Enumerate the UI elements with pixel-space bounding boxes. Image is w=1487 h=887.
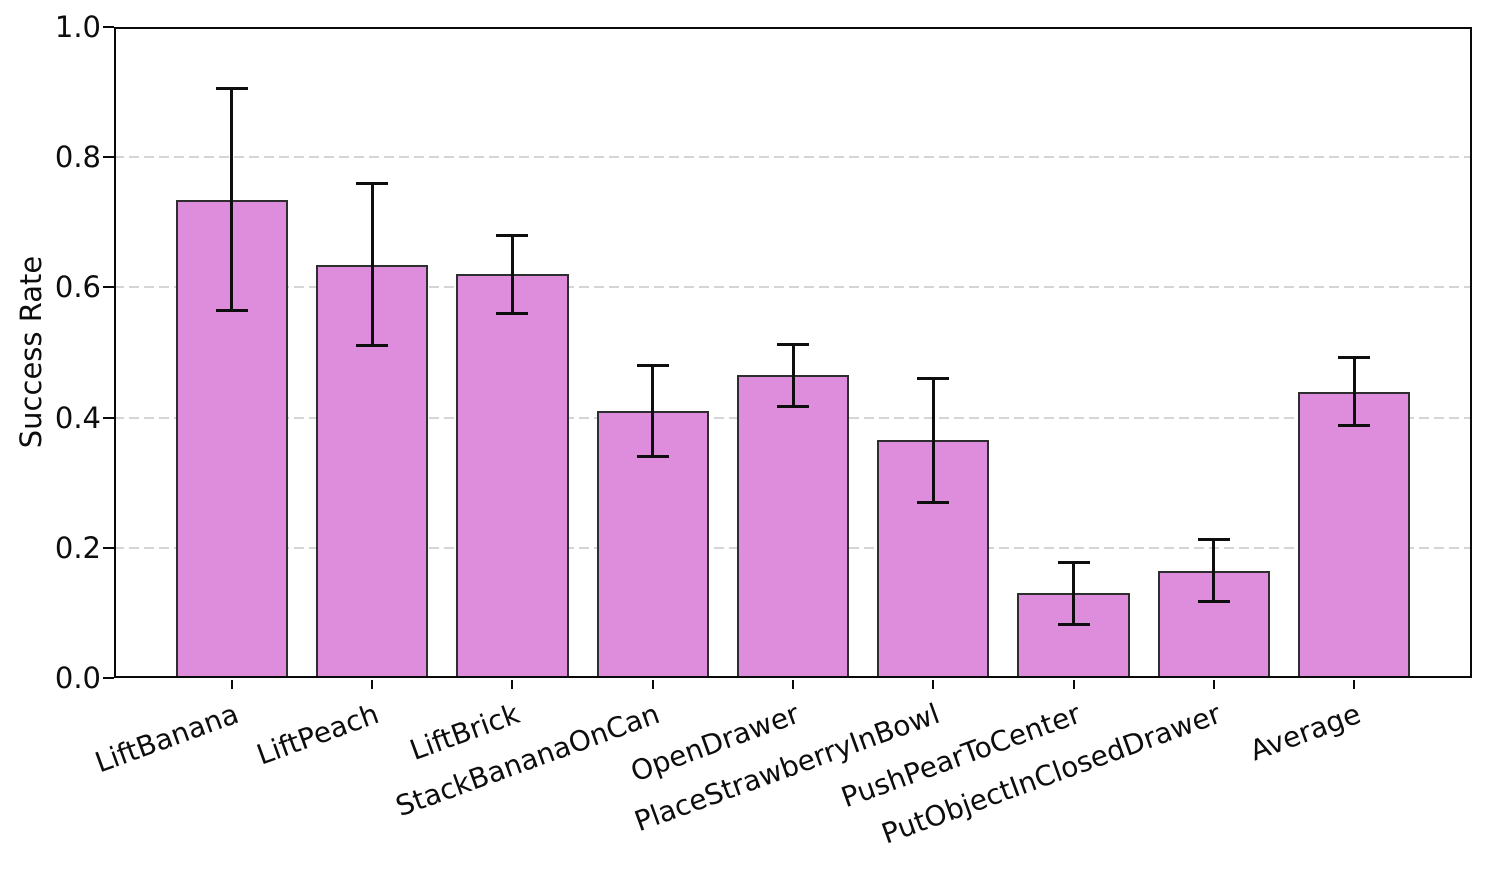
error-bar-cap-bottom <box>356 344 389 348</box>
y-tick-label: 1.0 <box>54 10 101 44</box>
y-axis-tick-mark <box>103 286 114 289</box>
error-bar-cap-bottom <box>215 308 248 312</box>
y-tick-label: 0.0 <box>54 661 101 695</box>
error-bar-cap-bottom <box>1338 423 1371 427</box>
error-bar-cap-top <box>1338 356 1371 360</box>
x-axis-tick-mark <box>1353 680 1356 689</box>
gridline <box>114 286 1472 289</box>
error-bar-stem <box>1212 539 1216 602</box>
y-tick-label: 0.4 <box>54 400 101 435</box>
x-tick-label-text: Average <box>1245 697 1366 768</box>
error-bar-cap-top <box>1197 537 1230 541</box>
error-bar-cap-top <box>215 87 248 91</box>
y-axis-tick-mark <box>103 416 114 419</box>
error-bar-cap-bottom <box>1057 623 1090 627</box>
error-bar-cap-top <box>636 364 669 368</box>
x-axis-tick-mark <box>651 680 654 689</box>
bar <box>1157 570 1270 678</box>
error-bar-stem <box>651 365 655 457</box>
x-axis-tick-mark <box>230 680 233 689</box>
x-axis-tick-mark <box>792 680 794 689</box>
axis-ticks-layer <box>103 26 1472 689</box>
error-bar-stem <box>230 88 234 311</box>
error-bar-cap-top <box>777 342 809 346</box>
x-axis-tick-mark <box>1072 680 1075 689</box>
error-bar-cap-bottom <box>917 500 950 504</box>
error-bar-cap-bottom <box>1197 600 1230 604</box>
error-bar-stem <box>791 344 795 407</box>
bars-layer <box>114 27 1472 678</box>
x-tick-label-text: LiftBanana <box>90 697 243 780</box>
gridline <box>114 156 1472 159</box>
plot-area <box>103 26 1472 689</box>
error-bar-stem <box>1072 562 1076 625</box>
error-bar-cap-top <box>496 233 529 237</box>
error-bar-stem <box>510 235 514 314</box>
y-axis-tick-mark <box>103 156 114 159</box>
error-bar-cap-top <box>356 181 389 185</box>
bar <box>1298 391 1411 678</box>
error-bar-stem <box>1352 357 1356 426</box>
y-tick-label: 0.2 <box>54 530 101 565</box>
error-bar-cap-bottom <box>777 405 809 409</box>
bar <box>316 264 429 678</box>
bar <box>736 375 850 678</box>
error-bar-stem <box>931 378 935 503</box>
x-tick-label-text: LiftPeach <box>252 697 384 772</box>
y-axis-tick-mark <box>103 677 114 679</box>
error-bar-cap-top <box>1057 560 1090 564</box>
bar <box>456 274 569 678</box>
y-axis-tick-mark <box>103 546 114 549</box>
error-bar-cap-bottom <box>636 455 669 459</box>
y-axis-tick-mark <box>103 26 114 28</box>
y-tick-label: 0.8 <box>54 140 101 175</box>
error-bar-cap-bottom <box>496 311 529 315</box>
x-axis-tick-mark <box>1212 680 1215 689</box>
x-axis-tick-mark <box>932 680 935 689</box>
error-bar-cap-top <box>917 377 950 381</box>
error-bar-stem <box>370 183 374 346</box>
y-tick-label: 0.6 <box>54 270 101 305</box>
x-axis-tick-mark <box>371 680 374 689</box>
x-axis-tick-mark <box>511 680 514 689</box>
